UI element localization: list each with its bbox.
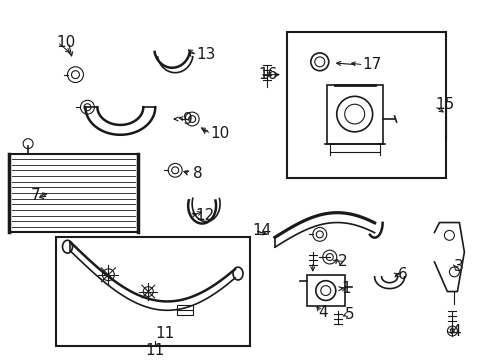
Text: 12: 12 — [195, 208, 214, 223]
Text: 14: 14 — [251, 223, 271, 238]
Text: 4: 4 — [450, 324, 460, 338]
Text: 9: 9 — [183, 112, 193, 126]
Text: 8: 8 — [193, 166, 203, 181]
Text: 2: 2 — [337, 255, 346, 270]
Text: 10: 10 — [210, 126, 229, 141]
Text: 15: 15 — [435, 97, 454, 112]
Bar — [326, 85, 382, 144]
Bar — [9, 153, 138, 233]
Text: 6: 6 — [397, 267, 407, 282]
Text: 1: 1 — [341, 281, 351, 296]
Text: 10: 10 — [57, 35, 76, 50]
Text: 7: 7 — [31, 188, 40, 203]
Bar — [306, 275, 344, 306]
Text: 16: 16 — [258, 67, 277, 82]
Text: 13: 13 — [196, 48, 215, 62]
Text: 3: 3 — [452, 260, 462, 274]
Text: 5: 5 — [344, 307, 354, 322]
Text: 4: 4 — [317, 305, 327, 320]
Bar — [286, 32, 446, 178]
Bar — [56, 237, 249, 346]
Text: 11: 11 — [145, 343, 164, 358]
Text: 17: 17 — [362, 57, 381, 72]
Text: 11: 11 — [155, 327, 174, 342]
Bar — [177, 305, 193, 315]
